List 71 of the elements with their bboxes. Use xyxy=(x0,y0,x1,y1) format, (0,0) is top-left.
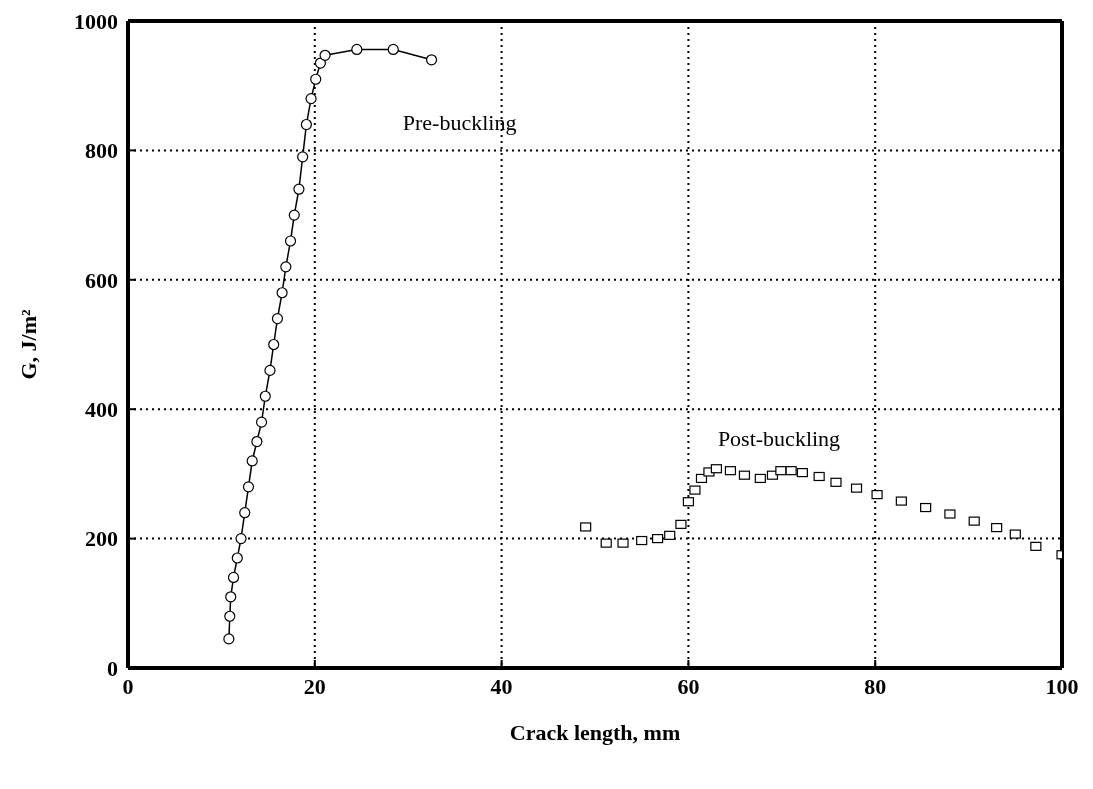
point xyxy=(259,390,271,402)
point xyxy=(1009,529,1021,539)
point xyxy=(242,481,255,493)
x-tick-label: 80 xyxy=(864,673,887,699)
series-label: Post-buckling xyxy=(717,426,841,452)
point xyxy=(319,49,331,61)
point xyxy=(651,534,664,544)
x-axis-title: Crack length, mm xyxy=(509,720,681,745)
point xyxy=(991,523,1003,533)
point xyxy=(271,313,284,325)
point xyxy=(264,364,276,376)
point xyxy=(300,118,312,131)
y-tick-label: 0 xyxy=(107,655,118,681)
point xyxy=(425,54,438,66)
y-tick-label: 200 xyxy=(85,526,118,552)
point xyxy=(239,507,251,519)
point xyxy=(689,485,701,495)
point xyxy=(251,435,263,448)
point xyxy=(310,73,322,85)
point xyxy=(675,519,687,529)
y-tick-label: 1000 xyxy=(74,8,118,34)
x-tick-label: 0 xyxy=(122,673,134,699)
x-tick-label: 20 xyxy=(303,673,326,699)
point xyxy=(227,571,240,584)
point xyxy=(280,261,292,273)
point xyxy=(246,455,258,467)
y-tick-label: 800 xyxy=(85,138,118,164)
point xyxy=(968,516,980,526)
point xyxy=(305,93,317,105)
x-tick-label: 100 xyxy=(1045,673,1079,699)
point xyxy=(724,466,737,476)
point xyxy=(871,490,883,500)
y-axis-title: G, J/m² xyxy=(15,309,41,380)
point xyxy=(297,151,309,163)
y-tick-label: 400 xyxy=(85,397,118,423)
point xyxy=(255,416,268,428)
point xyxy=(920,502,932,513)
point xyxy=(830,477,842,487)
point xyxy=(284,235,297,247)
point xyxy=(710,464,723,474)
point xyxy=(682,497,694,507)
point xyxy=(796,468,808,478)
point xyxy=(314,57,326,69)
point xyxy=(600,538,612,548)
point xyxy=(617,538,629,548)
point xyxy=(738,470,751,480)
point xyxy=(944,509,956,519)
point xyxy=(225,591,237,603)
point xyxy=(224,610,236,622)
text: Pre-buckling xyxy=(402,110,517,136)
point xyxy=(813,471,825,482)
point xyxy=(276,287,288,299)
y-tick-label: 600 xyxy=(85,267,118,293)
point xyxy=(1030,541,1042,551)
point xyxy=(785,466,797,476)
point xyxy=(351,43,363,56)
x-tick-label: 40 xyxy=(490,673,513,699)
point xyxy=(387,43,399,56)
point xyxy=(754,473,766,484)
point xyxy=(223,633,235,645)
point xyxy=(850,483,863,493)
point xyxy=(664,530,676,540)
point xyxy=(293,183,305,195)
point xyxy=(288,209,300,221)
point xyxy=(636,535,648,546)
point xyxy=(235,533,247,545)
point xyxy=(268,338,280,351)
point xyxy=(580,522,592,532)
x-tick-label: 60 xyxy=(677,673,700,699)
point xyxy=(895,496,907,506)
point xyxy=(231,552,243,564)
